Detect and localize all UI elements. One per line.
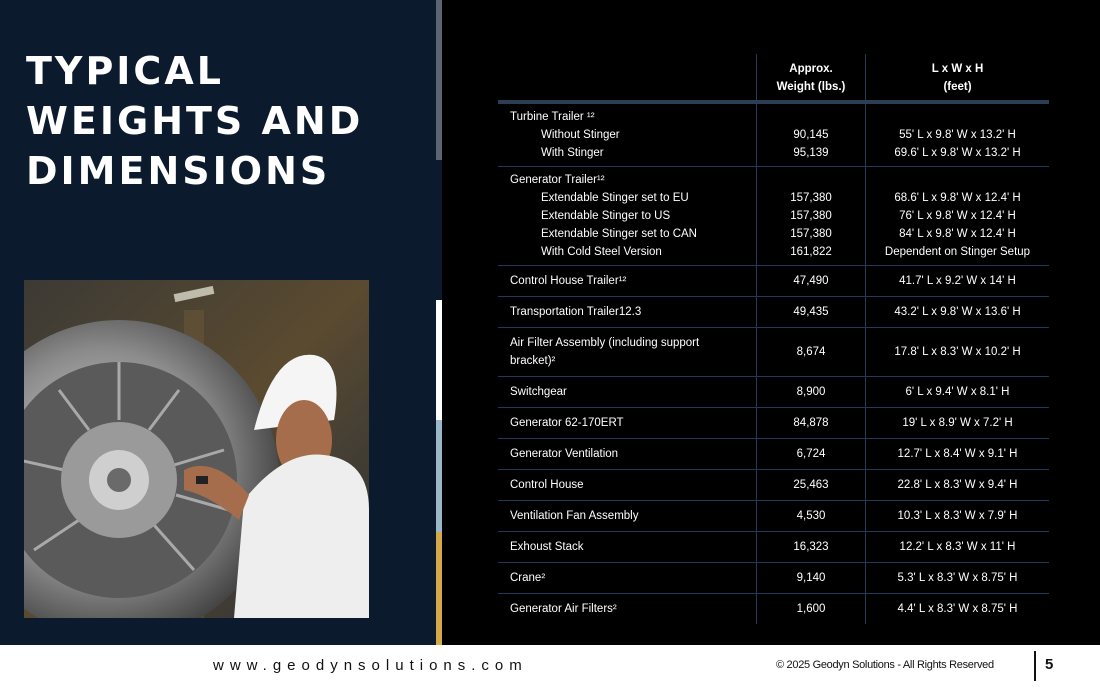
- weight-cell: 47,490: [756, 265, 866, 297]
- table-header-row: Approx. Weight (lbs.) L x W x H (feet): [498, 54, 1049, 104]
- group-label: Generator Trailer¹²: [510, 174, 605, 186]
- table-row: Exhoust Stack 16,323 12.2' L x 8.3' W x …: [498, 531, 1049, 563]
- weight-value: 95,139: [793, 147, 829, 159]
- header-dim-line-2: (feet): [943, 81, 972, 93]
- dimensions-cell: 6' L x 9.4' W x 8.1' H: [865, 376, 1049, 408]
- item-cell: Switchgear: [498, 376, 757, 408]
- table-row: Generator 62-170ERT 84,878 19' L x 8.9' …: [498, 407, 1049, 439]
- item-cell: Generator Air Filters²: [510, 603, 617, 615]
- page-title: TYPICAL WEIGHTS AND DIMENSIONS: [26, 46, 426, 196]
- item-cell: Transportation Trailer12.3: [498, 296, 757, 328]
- engineer-turbine-photo: [24, 280, 369, 618]
- table-row: Ventilation Fan Assembly 4,530 10.3' L x…: [498, 500, 1049, 532]
- accent-bar-segment-4: [436, 420, 442, 532]
- weight-cell: 49,435: [756, 296, 866, 328]
- weight-cell: 25,463: [756, 469, 866, 501]
- dimensions-value: 55' L x 9.8' W x 13.2' H: [899, 129, 1016, 141]
- group-label: Turbine Trailer ¹²: [510, 111, 595, 123]
- table-row-generator-trailer: Generator Trailer¹² Extendable Stinger s…: [498, 166, 1049, 266]
- dimensions-cell: 55' L x 9.8' W x 13.2' H 69.6' L x 9.8' …: [865, 102, 1049, 167]
- title-line-3: DIMENSIONS: [26, 149, 331, 193]
- weight-cell: 84,878: [756, 407, 866, 439]
- weight-value: 90,145: [793, 129, 829, 141]
- table-row: Crane² 9,140 5.3' L x 8.3' W x 8.75' H: [498, 562, 1049, 594]
- item-cell: Crane²: [498, 562, 757, 594]
- weight-value: 157,380: [790, 228, 832, 240]
- weight-cell: 8,674: [756, 327, 866, 377]
- table-row: Control House Trailer¹² 47,490 41.7' L x…: [498, 265, 1049, 297]
- weight-value: 157,380: [790, 192, 832, 204]
- table-row: Air Filter Assembly (including support b…: [498, 327, 1049, 377]
- header-weight-line-1: Approx.: [789, 63, 833, 75]
- dimensions-value: 68.6' L x 9.8' W x 12.4' H: [894, 192, 1021, 204]
- item-cell: Ventilation Fan Assembly: [498, 500, 757, 532]
- header-item: [498, 54, 757, 104]
- sub-item: Extendable Stinger set to CAN: [541, 228, 697, 240]
- weight-cell: 6,724: [756, 438, 866, 470]
- dimensions-cell: 43.2' L x 9.8' W x 13.6' H: [865, 296, 1049, 328]
- left-panel: TYPICAL WEIGHTS AND DIMENSIONS: [0, 0, 436, 645]
- table-row: Control House 25,463 22.8' L x 8.3' W x …: [498, 469, 1049, 501]
- dimensions-value: Dependent on Stinger Setup: [884, 246, 1031, 258]
- header-weight-line-2: Weight (lbs.): [776, 81, 846, 93]
- item-cell: Generator 62-170ERT: [498, 407, 757, 439]
- item-cell: Turbine Trailer ¹² Without Stinger With …: [498, 102, 757, 167]
- item-cell: Air Filter Assembly (including support b…: [498, 327, 757, 377]
- dimensions-value: 69.6' L x 9.8' W x 13.2' H: [894, 147, 1021, 159]
- table-row: Switchgear 8,900 6' L x 9.4' W x 8.1' H: [498, 376, 1049, 408]
- accent-bar-segment-2: [436, 160, 442, 300]
- weight-cell: 8,900: [756, 376, 866, 408]
- page-number-divider: [1034, 651, 1036, 681]
- table-row: Generator Air Filters² 1,600 4.4' L x 8.…: [498, 593, 1049, 624]
- accent-bar-segment-3: [436, 300, 442, 420]
- weight-value: 157,380: [790, 210, 832, 222]
- title-line-1: TYPICAL: [26, 49, 224, 93]
- sub-item: With Stinger: [541, 147, 604, 159]
- page-number: 5: [1045, 656, 1054, 673]
- sub-item: Extendable Stinger to US: [541, 210, 671, 222]
- title-line-2: WEIGHTS AND: [26, 99, 364, 143]
- item-cell: Control House: [498, 469, 757, 501]
- table-row: Generator Ventilation 6,724 12.7' L x 8.…: [498, 438, 1049, 470]
- dimensions-cell: 17.8' L x 8.3' W x 10.2' H: [865, 327, 1049, 377]
- item-cell: Generator Ventilation: [498, 438, 757, 470]
- right-panel: Approx. Weight (lbs.) L x W x H (feet) T…: [442, 0, 1100, 645]
- dimensions-cell: 22.8' L x 8.3' W x 9.4' H: [865, 469, 1049, 501]
- dimensions-cell: 68.6' L x 9.8' W x 12.4' H 76' L x 9.8' …: [865, 166, 1049, 266]
- weight-cell: 90,145 95,139: [756, 102, 866, 167]
- sub-item: Without Stinger: [541, 129, 620, 141]
- dimensions-cell: 5.3' L x 8.3' W x 8.75' H: [865, 562, 1049, 594]
- table-row-turbine-trailer: Turbine Trailer ¹² Without Stinger With …: [498, 102, 1049, 167]
- footer-copyright: © 2025 Geodyn Solutions - All Rights Res…: [776, 659, 994, 671]
- item-cell: Control House Trailer¹²: [498, 265, 757, 297]
- item-cell: Generator Trailer¹² Extendable Stinger s…: [498, 166, 757, 266]
- dimensions-cell: 19' L x 8.9' W x 7.2' H: [865, 407, 1049, 439]
- header-dim-line-1: L x W x H: [931, 63, 984, 75]
- weight-cell: 1,600: [756, 593, 866, 624]
- dimensions-cell: 12.7' L x 8.4' W x 9.1' H: [865, 438, 1049, 470]
- dimensions-value: 84' L x 9.8' W x 12.4' H: [899, 228, 1016, 240]
- item-cell: Exhoust Stack: [498, 531, 757, 563]
- sub-item: Extendable Stinger set to EU: [541, 192, 689, 204]
- weight-cell: 157,380 157,380 157,380 161,822: [756, 166, 866, 266]
- dimensions-cell: 4.4' L x 8.3' W x 8.75' H: [865, 593, 1049, 624]
- accent-bar-segment-5: [436, 532, 442, 645]
- header-weight: Approx. Weight (lbs.): [756, 54, 866, 104]
- weight-cell: 4,530: [756, 500, 866, 532]
- item-line: bracket)²: [510, 355, 556, 367]
- dimensions-value: 76' L x 9.8' W x 12.4' H: [899, 210, 1016, 222]
- weight-cell: 16,323: [756, 531, 866, 563]
- header-dimensions: L x W x H (feet): [865, 54, 1049, 104]
- table-row: Transportation Trailer12.3 49,435 43.2' …: [498, 296, 1049, 328]
- weight-cell: 9,140: [756, 562, 866, 594]
- sub-item: With Cold Steel Version: [541, 246, 662, 258]
- dimensions-cell: 41.7' L x 9.2' W x 14' H: [865, 265, 1049, 297]
- dimensions-cell: 12.2' L x 8.3' W x 11' H: [865, 531, 1049, 563]
- weights-dimensions-table: Approx. Weight (lbs.) L x W x H (feet) T…: [498, 54, 1049, 624]
- footer-website-url[interactable]: www.geodynsolutions.com: [213, 657, 528, 674]
- weight-value: 161,822: [790, 246, 832, 258]
- item-line: Air Filter Assembly (including support: [510, 337, 700, 349]
- accent-bar-segment-1: [436, 0, 442, 160]
- dimensions-cell: 10.3' L x 8.3' W x 7.9' H: [865, 500, 1049, 532]
